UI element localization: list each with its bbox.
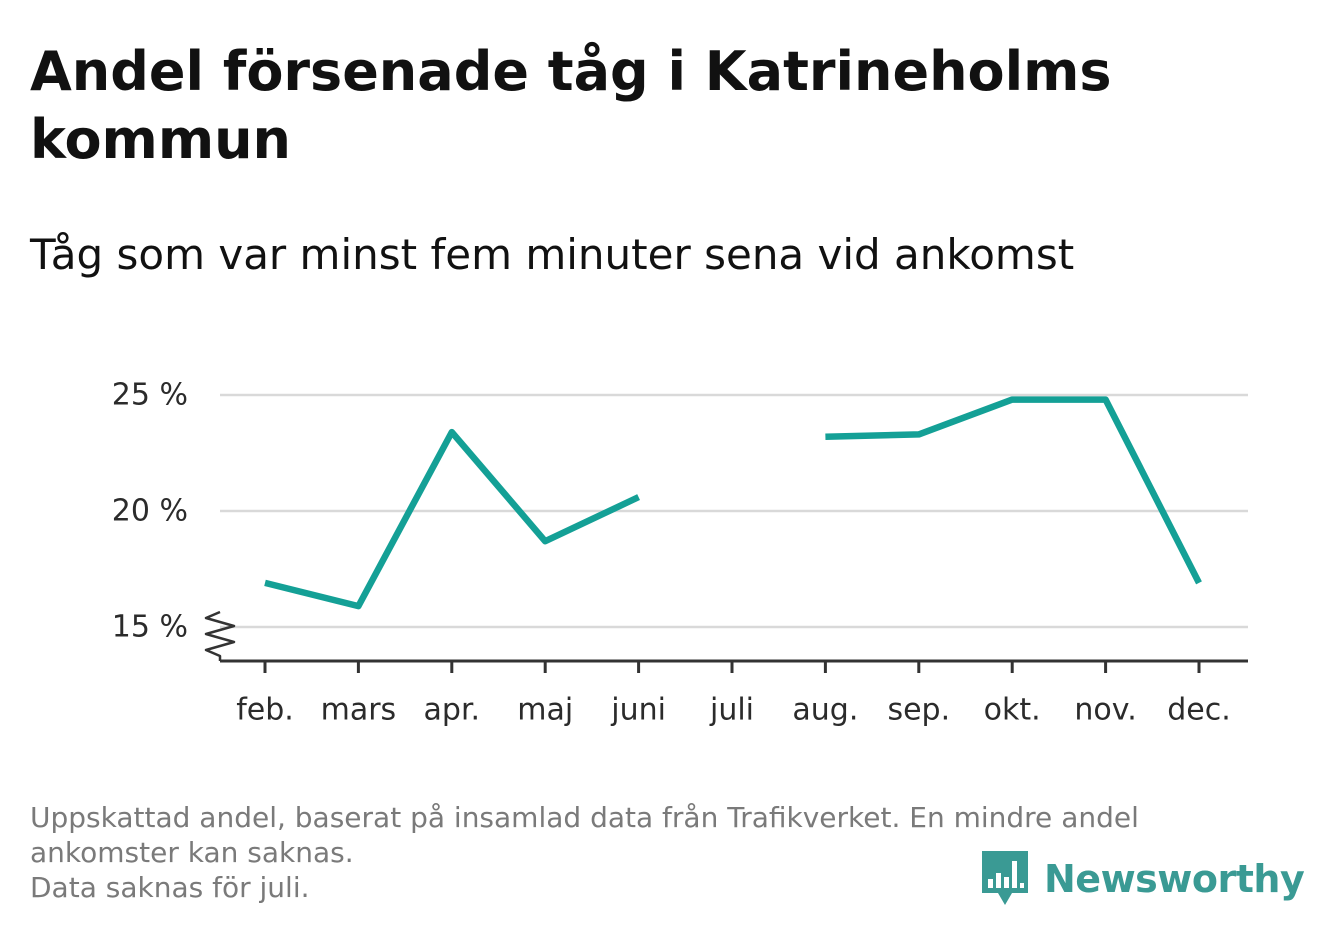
axis-break-symbol: [204, 610, 236, 661]
x-tick-label: mars: [321, 693, 397, 728]
y-axis-ticks: 15 % 20 % 25 %: [112, 378, 188, 645]
x-tick-label: nov.: [1074, 693, 1136, 728]
chart-title: Andel försenade tåg i Katrineholms kommu…: [30, 40, 1112, 171]
series-line-segment: [264, 428, 640, 610]
x-tick-label: juni: [610, 693, 666, 728]
x-tick-label: sep.: [887, 693, 950, 728]
x-tick-label: apr.: [424, 693, 481, 728]
y-tick-label: 20 %: [112, 494, 188, 529]
brand-name: Newsworthy: [1044, 857, 1305, 901]
x-tick-label: dec.: [1167, 693, 1231, 728]
footnote: Uppskattad andel, baserat på insamlad da…: [30, 800, 1280, 905]
line-chart: 15 % 20 % 25 % feb. mars apr. maj juni juli aug.…: [112, 378, 1248, 728]
y-tick-label: 25 %: [112, 378, 188, 413]
x-tick-label: feb.: [236, 693, 294, 728]
x-tick-label: maj: [517, 693, 573, 728]
footnote-source: Uppskattad andel, baserat på insamlad da…: [30, 801, 1139, 869]
x-axis: feb. mars apr. maj juni juli aug. sep. okt. nov. d…: [204, 610, 1248, 728]
x-tick-label: aug.: [792, 693, 858, 728]
series-lines: [264, 396, 1202, 610]
x-tick-label: okt.: [984, 693, 1041, 728]
series-line-segment: [825, 396, 1202, 585]
footnote-missing-data: Data saknas för juli.: [30, 871, 310, 904]
x-tick-label: juli: [709, 693, 754, 728]
chart-subtitle: Tåg som var minst fem minuter sena vid a…: [30, 230, 1075, 279]
gridlines: [220, 393, 1248, 629]
newsworthy-brand: Newsworthy: [980, 848, 1305, 910]
bar-chart-speech-bubble-icon: [982, 851, 1028, 905]
y-tick-label: 15 %: [112, 610, 188, 645]
